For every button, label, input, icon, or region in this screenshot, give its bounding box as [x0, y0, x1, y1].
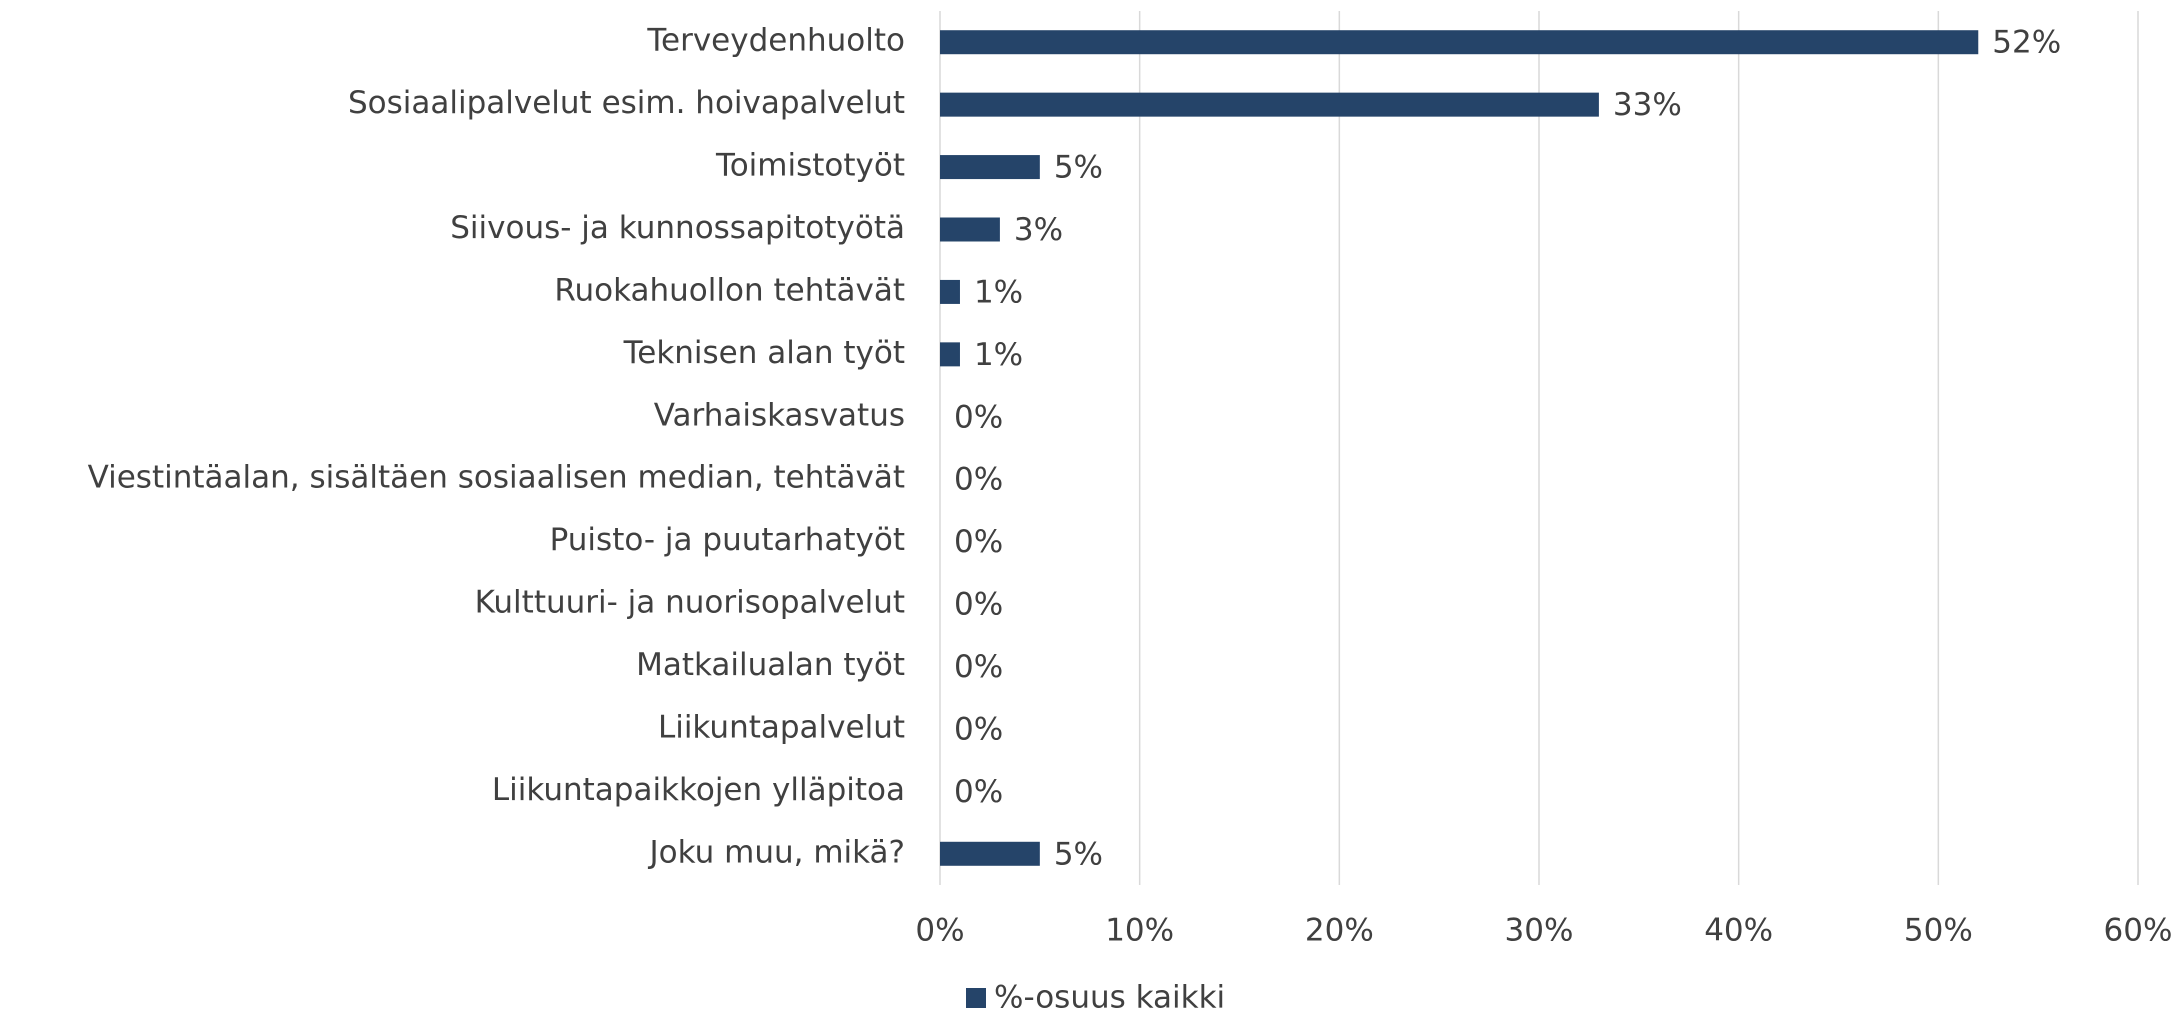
data-label: 0% [954, 649, 1003, 685]
data-label: 5% [1054, 150, 1103, 186]
x-tick-label: 10% [1105, 913, 1174, 949]
bar [940, 217, 1000, 242]
data-label: 33% [1613, 87, 1682, 123]
data-label: 0% [954, 774, 1003, 810]
y-tick-label: Sosiaalipalvelut esim. hoivapalvelut [348, 85, 905, 121]
y-tick-label: Toimistotyöt [715, 148, 905, 184]
x-tick-label: 40% [1704, 913, 1773, 949]
x-tick-label: 30% [1505, 913, 1574, 949]
bar [940, 30, 1979, 55]
y-tick-label: Teknisen alan työt [623, 335, 905, 371]
data-label: 3% [1014, 212, 1063, 248]
x-tick-label: 20% [1305, 913, 1374, 949]
y-tick-label: Siivous- ja kunnossapitotyötä [450, 210, 905, 246]
y-tick-label: Puisto- ja puutarhatyöt [550, 522, 905, 558]
data-label: 1% [974, 337, 1023, 373]
bar [940, 342, 960, 367]
x-tick-label: 60% [2104, 913, 2173, 949]
y-tick-label: Liikuntapalvelut [658, 709, 905, 745]
legend-swatch [966, 988, 986, 1008]
data-label: 0% [954, 399, 1003, 435]
bar [940, 841, 1040, 866]
x-tick-label: 0% [915, 913, 964, 949]
data-label: 0% [954, 587, 1003, 623]
y-tick-label: Matkailualan työt [636, 647, 905, 683]
x-tick-label: 50% [1904, 913, 1973, 949]
bar [940, 92, 1599, 117]
y-tick-label: Kulttuuri- ja nuorisopalvelut [475, 585, 905, 621]
data-label: 0% [954, 711, 1003, 747]
y-tick-label: Viestintäalan, sisältäen sosiaalisen med… [88, 460, 905, 496]
data-label: 52% [1992, 25, 2061, 61]
bar [940, 155, 1040, 180]
y-tick-label: Liikuntapaikkojen ylläpitoa [492, 772, 905, 808]
data-label: 0% [954, 462, 1003, 498]
data-label: 5% [1054, 836, 1103, 872]
y-tick-label: Joku muu, mikä? [648, 834, 905, 870]
legend-label: %-osuus kaikki [994, 980, 1225, 1013]
data-label: 1% [974, 274, 1023, 310]
bar [940, 279, 960, 304]
data-label: 0% [954, 524, 1003, 560]
y-tick-label: Varhaiskasvatus [654, 397, 905, 433]
y-tick-label: Terveydenhuolto [646, 23, 905, 59]
y-tick-label: Ruokahuollon tehtävät [554, 272, 905, 308]
